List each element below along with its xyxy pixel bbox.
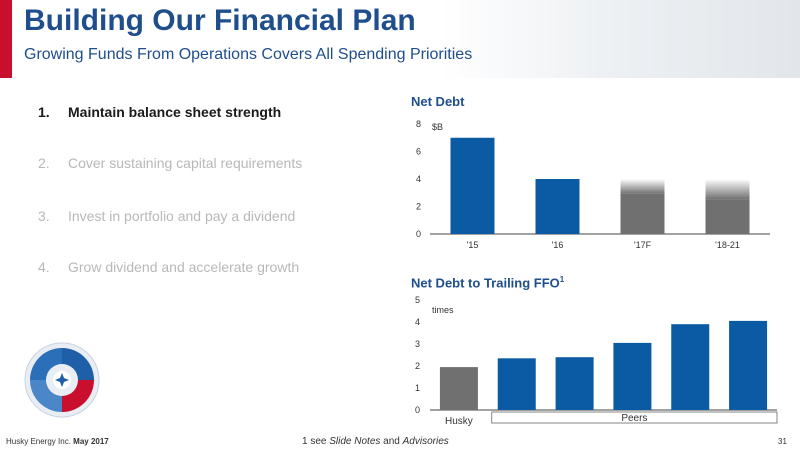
net-debt-bar [620, 193, 665, 234]
ffo-chart: 0 1 2 3 4 5 times Husky Peers [415, 295, 778, 427]
y-tick-label: 2 [416, 202, 421, 212]
y-tick-label: 4 [416, 174, 421, 184]
y-tick-label: 0 [416, 229, 421, 239]
ffo-chart-title-text: Net Debt to Trailing FFO [411, 275, 560, 291]
ffo-bar [555, 357, 594, 410]
ffo-chart-title: Net Debt to Trailing FFO1 [411, 275, 564, 290]
footer-note-slide-notes: Slide Notes [329, 436, 381, 447]
net-debt-chart-title: Net Debt [411, 94, 465, 109]
priority-item-4: 4. Grow dividend and accelerate growth [38, 259, 299, 275]
accent-red-bar [0, 0, 12, 78]
footer-note-advisories: Advisories [402, 436, 449, 447]
priority-number: 1. [38, 104, 50, 120]
priority-item-3: 3. Invest in portfolio and pay a dividend [38, 208, 295, 224]
ffo-bar [671, 324, 710, 410]
ffo-bar [729, 320, 768, 410]
page-title: Building Our Financial Plan [24, 4, 416, 37]
peers-bracket [491, 411, 778, 424]
footer-company-name: Husky Energy Inc. [6, 437, 71, 446]
y-tick-label: 6 [416, 147, 421, 157]
ffo-bar [439, 367, 478, 410]
net-debt-bar [705, 199, 750, 234]
page-subtitle: Growing Funds From Operations Covers All… [24, 46, 473, 63]
husky-group-label: Husky [445, 416, 473, 427]
footer-note-prefix: 1 see [302, 436, 330, 447]
peers-group-label: Peers [621, 413, 647, 424]
y-tick-label: 2 [415, 361, 420, 371]
y-tick-label: 5 [415, 295, 420, 305]
footer-note-and: and [380, 436, 403, 447]
priority-text: Cover sustaining capital requirements [68, 155, 303, 171]
priority-text: Invest in portfolio and pay a dividend [68, 208, 296, 224]
priority-text: Grow dividend and accelerate growth [68, 259, 300, 275]
y-tick-label: 8 [416, 119, 421, 129]
priority-number: 4. [38, 259, 50, 275]
net-debt-bar-forecast-fade [705, 179, 750, 200]
net-debt-bar [535, 179, 580, 234]
priority-item-2: 2. Cover sustaining capital requirements [38, 155, 302, 171]
priority-text: Maintain balance sheet strength [68, 104, 282, 120]
priority-item-1: 1. Maintain balance sheet strength [38, 104, 281, 120]
x-tick-label: '15 [467, 240, 479, 250]
unit-label: times [432, 305, 454, 315]
net-debt-chart: 0 2 4 6 8 $B '15 '16 '17F '18-21 [416, 119, 770, 250]
title-band [0, 0, 800, 78]
y-tick-label: 3 [415, 339, 420, 349]
net-debt-bar [450, 137, 495, 234]
footer-date: May 2017 [73, 437, 109, 446]
net-debt-bar-forecast-fade [620, 179, 665, 194]
priority-number: 2. [38, 155, 50, 171]
x-tick-label: '18-21 [715, 240, 740, 250]
husky-swirl-logo-icon [24, 342, 100, 418]
priority-number: 3. [38, 208, 50, 224]
unit-label: $B [432, 122, 443, 132]
y-tick-label: 4 [415, 317, 420, 327]
ffo-bar [497, 358, 536, 410]
x-tick-label: '17F [634, 240, 652, 250]
y-tick-label: 0 [415, 405, 420, 415]
footer-note: 1 see Slide Notes and Advisories [302, 436, 449, 447]
x-tick-label: '16 [552, 240, 564, 250]
page-number: 31 [778, 437, 787, 446]
y-tick-label: 1 [415, 383, 420, 393]
ffo-chart-title-footnote: 1 [559, 275, 565, 284]
footer-company: Husky Energy Inc. May 2017 [6, 437, 109, 446]
ffo-bar [613, 342, 652, 410]
